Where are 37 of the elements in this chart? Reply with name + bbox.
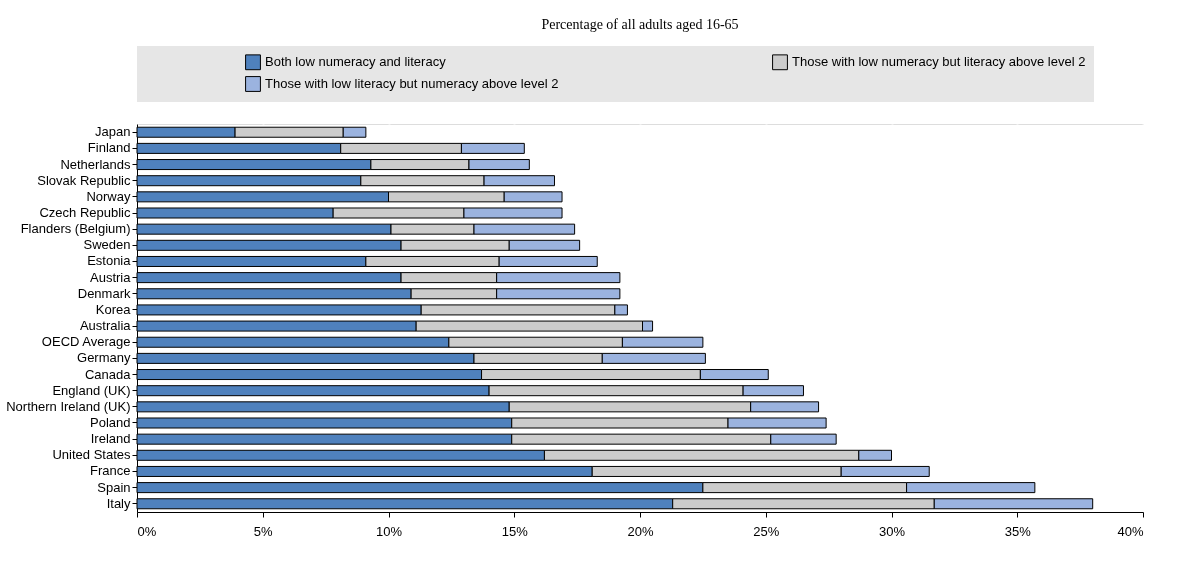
y-tick-label: Slovak Republic [37,172,131,188]
y-tick-label: OECD Average [41,334,131,350]
y-tick-label: Norway [86,188,131,204]
y-tick-label: United States [52,447,131,463]
y-tick-label: Australia [79,318,132,334]
y-tick-label: Northern Ireland (UK) [6,398,131,414]
x-tick-label: 5% [253,523,274,539]
y-tick-label: France [90,463,131,479]
chart-title: Percentage of all adults aged 16-65 [541,17,739,32]
x-tick-label: 10% [375,523,403,539]
y-tick-label: Germany [77,350,131,366]
x-tick-label: 0% [137,523,157,539]
x-tick-label: 15% [501,523,529,539]
y-tick-label: Spain [97,479,131,495]
x-tick-label: 40% [1117,523,1144,539]
y-tick-label: England (UK) [52,382,131,398]
y-tick-label: Netherlands [60,156,131,172]
y-tick-label: Flanders (Belgium) [20,221,131,237]
x-tick-label: 30% [878,523,906,539]
y-tick-label: Ireland [90,431,131,447]
y-tick-label: Finland [87,140,131,156]
y-tick-label: Czech Republic [39,205,131,220]
legend-label: Those with low literacy but numeracy above level 2 [265,76,559,91]
y-tick-label: Austria [90,269,132,285]
legend-label: Those with low numeracy but literacy above level 2 [792,54,1086,70]
y-tick-label: Estonia [87,253,132,269]
x-tick-label: 35% [1004,523,1032,539]
y-tick-label: Japan [95,124,131,140]
y-tick-label: Sweden [83,237,131,253]
y-tick-label: Poland [90,415,131,430]
x-tick-label: 25% [753,523,780,539]
y-tick-label: Korea [95,301,132,317]
y-tick-label: Denmark [77,285,131,301]
y-tick-label: Italy [106,495,131,511]
legend-label: Both low numeracy and literacy [265,54,447,70]
y-tick-label: Canada [84,366,132,382]
x-tick-label: 20% [627,523,654,539]
